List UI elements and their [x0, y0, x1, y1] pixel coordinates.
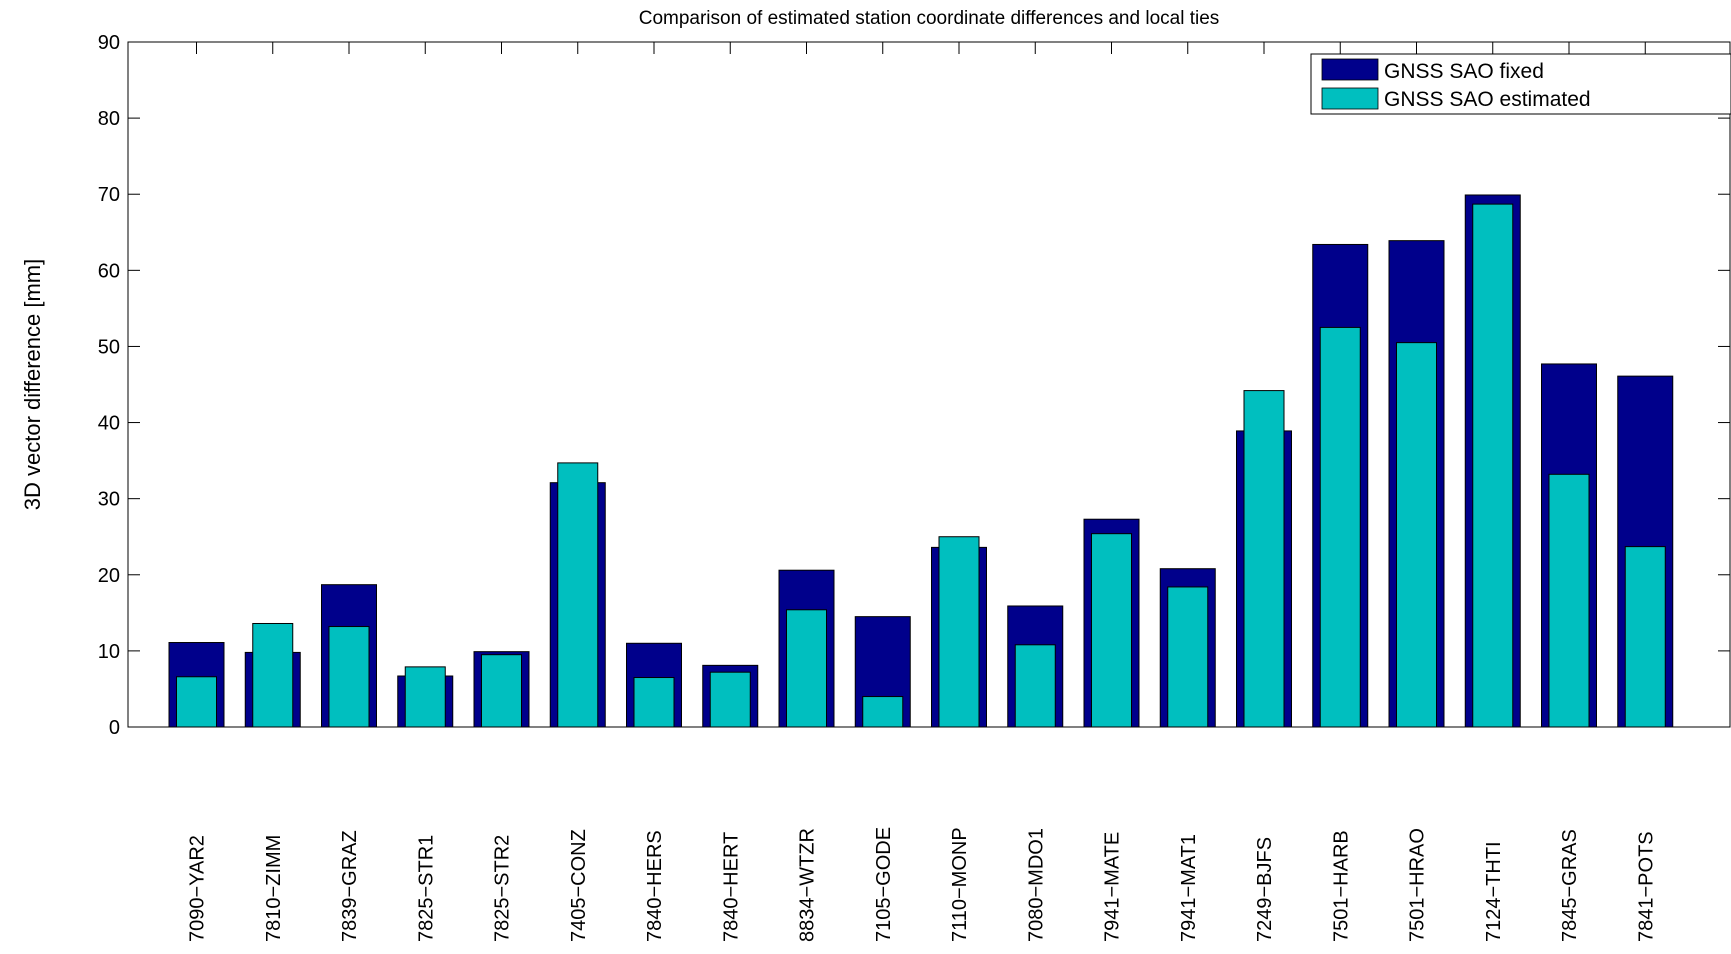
x-tick-label: 7080−MDO1: [1025, 828, 1047, 942]
y-tick-label: 20: [98, 565, 120, 587]
x-tick-label: 7840−HERS: [644, 830, 666, 942]
y-tick-labels: 0 10 20 30 40 50 60 70 80 90: [98, 32, 120, 739]
x-tick-label: 7839−GRAZ: [339, 830, 361, 942]
bar-gnss-sao-estimated: [404, 666, 446, 728]
legend-label-gnss-sao-estimated: GNSS SAO estimated: [1384, 88, 1591, 111]
x-tick-label: 7501−HARB: [1330, 830, 1352, 942]
bar-gnss-sao-estimated: [1091, 533, 1132, 728]
legend-label-gnss-sao-fixed: GNSS SAO fixed: [1384, 60, 1544, 83]
bar-gnss-sao-estimated: [1624, 546, 1666, 728]
legend-swatch-gnss-sao-fixed: [1321, 58, 1379, 81]
bar-gnss-sao-estimated: [709, 671, 751, 728]
bar-gnss-sao-estimated: [1396, 342, 1437, 728]
x-tick-label: 7841−POTS: [1635, 831, 1657, 942]
bar-gnss-sao-estimated: [938, 536, 980, 728]
bar-gnss-sao-estimated: [1319, 326, 1361, 728]
x-tick-label: 7825−STR2: [492, 835, 514, 942]
y-tick-label: 30: [98, 489, 120, 511]
bar-gnss-sao-estimated: [481, 654, 522, 728]
bar-gnss-sao-estimated: [176, 676, 217, 728]
bar-gnss-sao-estimated: [1548, 473, 1590, 728]
legend: GNSS SAO fixed GNSS SAO estimated: [1310, 53, 1731, 115]
bar-gnss-sao-estimated: [1243, 390, 1285, 728]
bar-gnss-sao-estimated: [633, 677, 675, 728]
y-tick-label: 90: [98, 32, 120, 54]
y-tick-label: 70: [98, 184, 120, 206]
bar-gnss-sao-estimated: [328, 626, 370, 728]
x-tick-label: 7840−HERT: [720, 832, 742, 942]
plot-area: 7090−YAR2 7810−ZIMM 7839−GRAZ 7825−STR1 7825…: [98, 32, 1731, 942]
bar-gnss-sao-estimated: [862, 696, 904, 728]
y-tick-label: 60: [98, 260, 120, 282]
x-tick-label: 7501−HRAO: [1407, 828, 1429, 942]
y-tick-label: 80: [98, 108, 120, 130]
y-tick-label: 0: [109, 717, 120, 739]
y-axis-title: 3D vector difference [mm]: [20, 259, 45, 510]
y-tick-label: 10: [98, 641, 120, 663]
bar-gnss-sao-estimated: [557, 462, 599, 728]
legend-box: [1310, 53, 1731, 115]
x-tick-label: 7845−GRAS: [1559, 829, 1581, 942]
bar-gnss-sao-estimated: [1167, 586, 1209, 728]
chart-title: Comparison of estimated station coordina…: [639, 8, 1220, 29]
x-tick-label: 7110−MONP: [949, 827, 971, 942]
bar-gnss-sao-estimated: [1014, 644, 1056, 728]
x-tick-label: 7825−STR1: [415, 835, 437, 942]
x-tick-label: 7249−BJFS: [1254, 837, 1276, 942]
y-tick-label: 40: [98, 413, 120, 435]
x-tick-label: 7124−THTI: [1483, 841, 1505, 942]
x-tick-label: 7090−YAR2: [187, 835, 209, 942]
plot-frame: [127, 41, 1731, 728]
bar-gnss-sao-estimated: [786, 609, 827, 728]
legend-swatch-gnss-sao-estimated: [1321, 87, 1379, 110]
x-tick-label: 7105−GODE: [873, 827, 895, 942]
x-tick-label: 8834−WTZR: [797, 828, 819, 942]
y-tick-label: 50: [98, 336, 120, 358]
x-tick-label: 7810−ZIMM: [263, 835, 285, 942]
x-tick-label: 7941−MATE: [1102, 832, 1124, 942]
x-tick-labels: 7090−YAR2 7810−ZIMM 7839−GRAZ 7825−STR1 7825…: [187, 827, 1658, 942]
bar-gnss-sao-estimated: [252, 622, 294, 728]
x-tick-label: 7941−MAT1: [1178, 834, 1200, 942]
bar-gnss-sao-estimated: [1472, 203, 1514, 728]
bars: [168, 194, 1674, 728]
x-tick-label: 7405−CONZ: [568, 829, 590, 942]
